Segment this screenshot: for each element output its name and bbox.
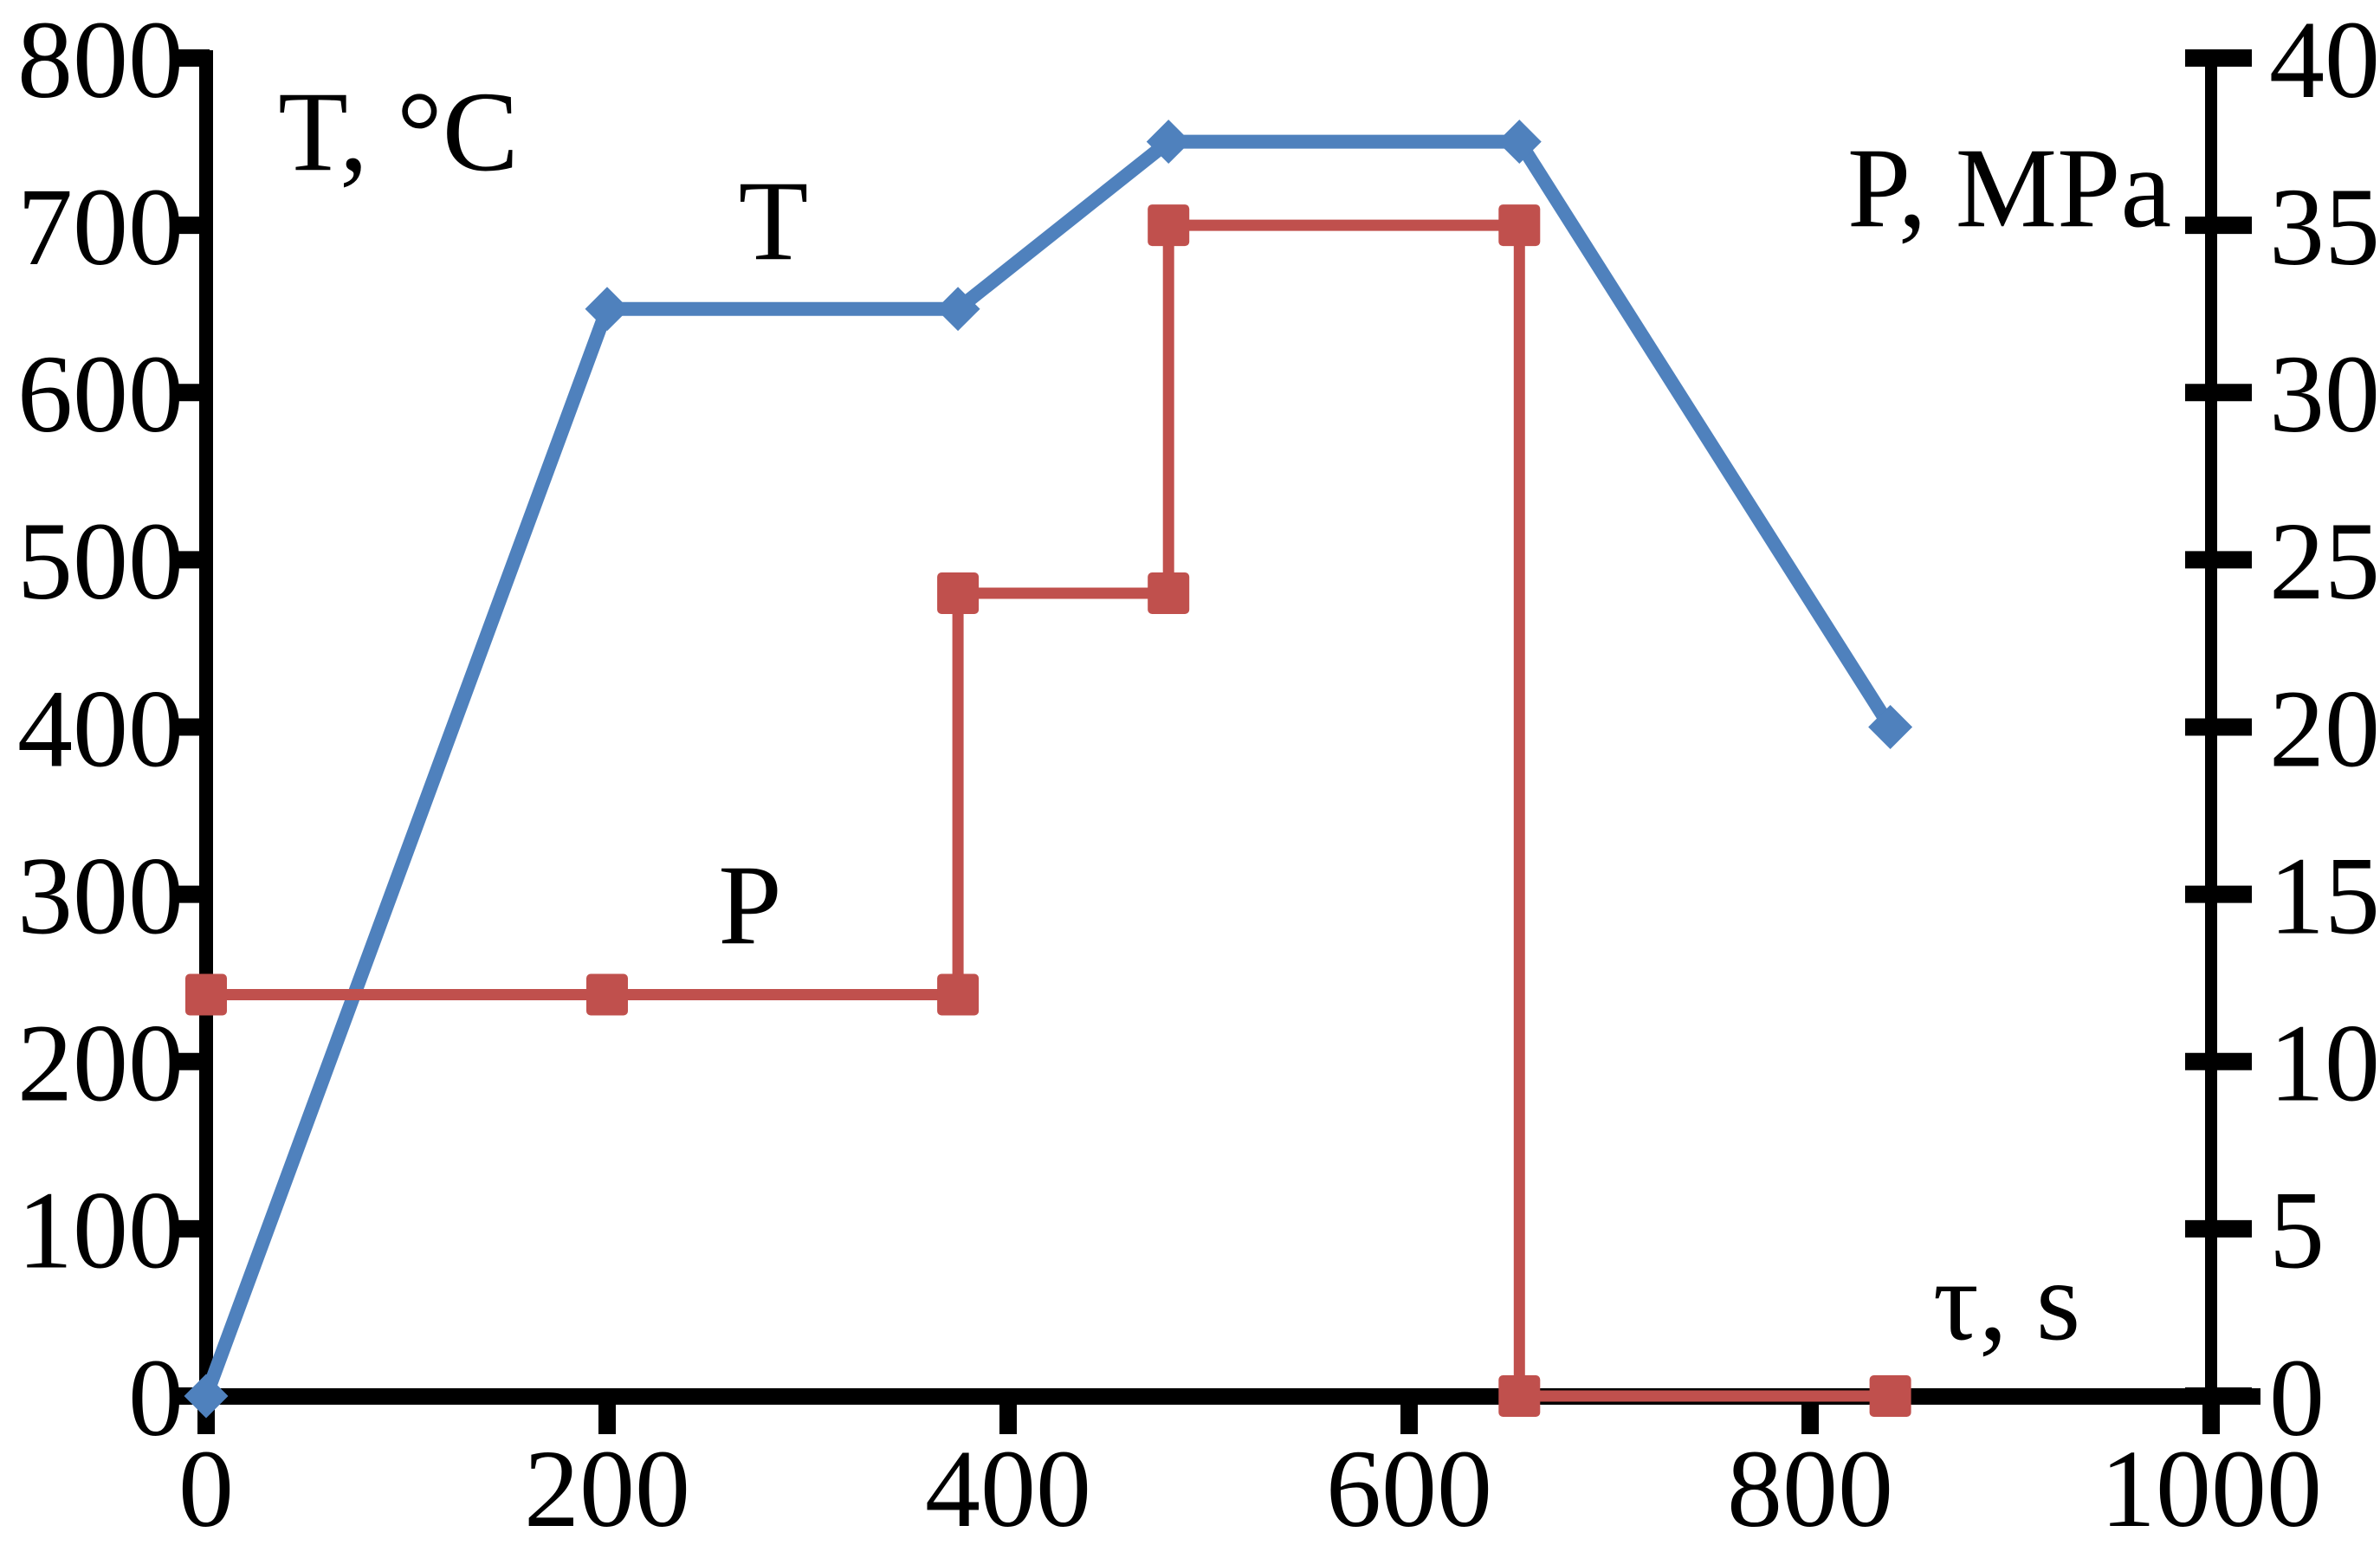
right-axis-title: P, MPa: [1847, 124, 2171, 251]
series-group: [184, 120, 1913, 1419]
left-axis-tick-label: 300: [17, 834, 184, 957]
left-axis-tick: [171, 217, 210, 235]
left-axis-tick-label: 700: [17, 165, 184, 288]
x-axis-tick-label: 0: [178, 1427, 234, 1550]
x-axis-title: τ, s: [1933, 1237, 2080, 1364]
series-T-marker-diamond: [1146, 120, 1191, 165]
right-axis-tick: [2185, 885, 2252, 903]
series-P-marker-square: [1148, 572, 1190, 614]
series-P-line: [200, 219, 1897, 1402]
series-P-marker-square: [1869, 1375, 1911, 1417]
left-axis-tick-label: 800: [17, 0, 184, 121]
series-P-marker-square: [1498, 204, 1541, 247]
series-P-marker-square: [937, 973, 980, 1016]
x-axis-tick: [999, 1396, 1017, 1434]
series-P-marker-square: [586, 973, 628, 1016]
x-axis-tick-label: 800: [1727, 1427, 1893, 1550]
series-T-marker-diamond: [585, 287, 630, 332]
axes-group: 0100200300400500600700800051015202530354…: [17, 0, 2380, 1550]
series-P-marker-square: [1148, 204, 1190, 247]
right-axis-tick: [2185, 718, 2252, 736]
right-axis-tick: [2185, 49, 2252, 67]
left-axis-tick: [171, 885, 210, 903]
right-axis-tick: [2185, 1052, 2252, 1070]
series-P-marker-square: [1498, 1375, 1541, 1417]
left-axis-tick-label: 500: [17, 500, 184, 623]
right-axis-tick-label: 15: [2269, 834, 2380, 957]
left-axis-tick: [171, 1052, 210, 1070]
left-axis-tick: [171, 1219, 210, 1238]
series-T-marker-diamond: [935, 287, 980, 332]
x-axis-tick: [1400, 1396, 1418, 1434]
right-axis-tick-label: 5: [2269, 1169, 2325, 1292]
left-axis-tick: [171, 49, 210, 67]
left-axis-tick: [171, 718, 210, 736]
right-axis-tick-label: 30: [2269, 333, 2380, 456]
x-axis-tick-label: 400: [925, 1427, 1091, 1550]
series-P-marker-square: [937, 572, 980, 614]
x-axis-tick-label: 600: [1326, 1427, 1492, 1550]
right-axis-tick: [2185, 1219, 2252, 1238]
right-axis-tick: [2185, 551, 2252, 569]
right-axis-tick-label: 10: [2269, 1002, 2380, 1125]
series-T-marker-diamond: [1497, 120, 1542, 165]
right-axis-tick-label: 0: [2269, 1336, 2325, 1459]
series-T-marker-diamond: [184, 1374, 229, 1419]
temperature-series-label: T: [739, 157, 809, 284]
x-axis-line: [197, 1388, 2260, 1405]
x-axis-tick: [598, 1396, 616, 1434]
left-axis-tick-label: 600: [17, 333, 184, 456]
left-axis-title: T, °C: [278, 68, 519, 195]
x-axis-tick-label: 1000: [2100, 1427, 2322, 1550]
left-axis-tick-label: 400: [17, 667, 184, 790]
pressure-series-label: P: [718, 841, 781, 968]
left-axis-tick: [171, 551, 210, 569]
right-axis-tick-label: 25: [2269, 500, 2380, 623]
right-axis-tick: [2185, 384, 2252, 402]
x-axis-tick: [1801, 1396, 1819, 1434]
right-axis-tick-label: 40: [2269, 0, 2380, 121]
left-axis-tick-label: 100: [17, 1169, 184, 1292]
left-axis-tick-label: 0: [128, 1336, 184, 1459]
right-axis-tick-label: 35: [2269, 165, 2380, 288]
right-axis-tick-label: 20: [2269, 667, 2380, 790]
left-axis-tick-label: 200: [17, 1002, 184, 1125]
labels-group: T, °C P, MPa T P τ, s: [278, 68, 2171, 1364]
left-axis-tick: [171, 384, 210, 402]
series-T-line: [199, 134, 1898, 1403]
x-axis-tick-label: 200: [524, 1427, 690, 1550]
x-axis-tick: [2202, 1396, 2220, 1434]
series-P-marker-square: [185, 973, 227, 1016]
right-axis-tick: [2185, 217, 2252, 235]
